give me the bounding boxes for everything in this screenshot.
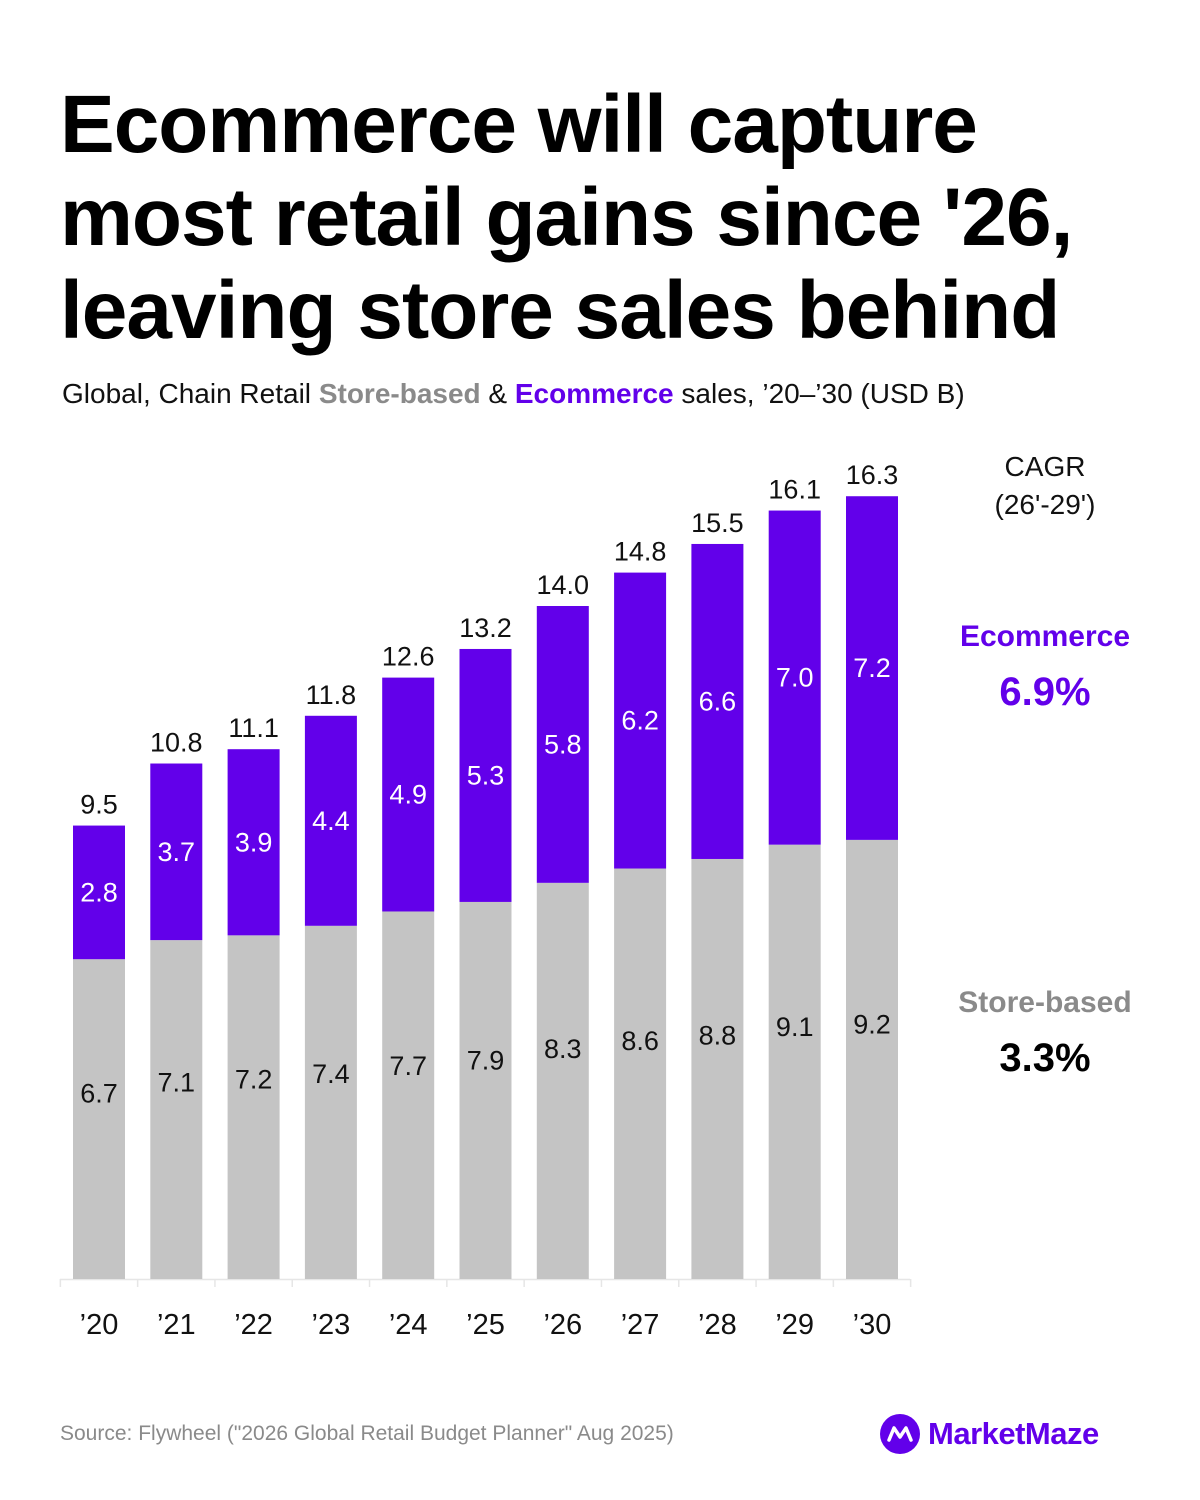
bar-ecommerce <box>614 572 667 869</box>
bar-ecommerce <box>382 677 435 912</box>
bar-store <box>304 925 357 1279</box>
data-label-total: 11.1 <box>228 713 279 743</box>
data-label-store: 9.2 <box>853 1009 891 1039</box>
bar-store <box>382 911 435 1279</box>
bar-store <box>73 959 125 1279</box>
chart-subtitle: Global, Chain Retail Store-based & Ecomm… <box>62 378 965 410</box>
bar-store <box>768 844 821 1279</box>
bar-store <box>150 940 203 1279</box>
bar-ecommerce <box>768 510 821 845</box>
stacked-bar-chart: 6.7 2.8 9.5 ’20 7.1 3.7 10.8 ’21 7.2 3.9 11.1 ’22 7.… <box>59 460 912 1341</box>
cagr-heading-line2: (26'-29') <box>994 489 1096 520</box>
cagr-store-value: 3.3% <box>999 1036 1091 1080</box>
data-label-store: 9.1 <box>776 1012 814 1042</box>
data-label-ecommerce: 6.6 <box>699 686 737 716</box>
bar-ecommerce <box>304 715 357 926</box>
subtitle-suffix: sales, ’20–’30 (USD B) <box>673 378 965 409</box>
brand-name: MarketMaze <box>928 1416 1099 1451</box>
cagr-heading: CAGR (26'-29') <box>960 448 1130 524</box>
x-tick-label: ’24 <box>389 1309 428 1341</box>
bar-ecommerce <box>691 543 744 859</box>
data-label-total: 15.5 <box>691 508 744 538</box>
data-label-total: 10.8 <box>150 728 203 758</box>
bar-ecommerce <box>536 606 589 883</box>
data-label-store: 7.1 <box>158 1067 196 1097</box>
data-label-total: 13.2 <box>459 613 512 643</box>
brand-mark-icon <box>880 1414 920 1454</box>
data-label-ecommerce: 3.7 <box>158 837 196 867</box>
data-label-ecommerce: 4.9 <box>389 780 427 810</box>
bar-store <box>614 868 667 1279</box>
data-label-ecommerce: 3.9 <box>235 827 273 857</box>
data-label-total: 16.3 <box>846 460 899 490</box>
x-tick-label: ’21 <box>157 1309 196 1341</box>
bar-ecommerce <box>73 825 125 960</box>
cagr-ecommerce-value: 6.9% <box>999 670 1091 714</box>
data-label-store: 7.7 <box>389 1051 427 1081</box>
data-label-store: 7.4 <box>312 1059 350 1089</box>
bar-store <box>459 901 512 1279</box>
cagr-ecommerce-label: Ecommerce <box>959 620 1131 653</box>
brand-logo: MarketMaze <box>880 1412 1099 1456</box>
subtitle-ampersand: & <box>480 378 515 409</box>
x-tick-label: ’22 <box>234 1309 273 1341</box>
subtitle-store-label: Store-based <box>318 378 481 409</box>
data-label-store: 8.6 <box>621 1026 659 1056</box>
data-label-total: 11.8 <box>306 680 357 710</box>
page-title: Ecommerce will capture most retail gains… <box>60 79 1073 356</box>
x-tick-label: ’29 <box>775 1309 814 1341</box>
bar-ecommerce <box>150 763 203 941</box>
cagr-heading-line1: CAGR <box>1004 451 1086 482</box>
data-label-total: 9.5 <box>80 790 118 820</box>
data-label-total: 14.0 <box>537 570 590 600</box>
data-label-store: 8.3 <box>544 1034 582 1064</box>
bar-store <box>227 935 280 1279</box>
bar-store <box>536 882 589 1279</box>
x-tick-label: ’28 <box>698 1309 737 1341</box>
x-tick-label: ’27 <box>621 1309 660 1341</box>
data-label-ecommerce: 5.3 <box>467 760 505 790</box>
data-label-ecommerce: 6.2 <box>621 706 659 736</box>
data-label-store: 8.8 <box>699 1020 737 1050</box>
data-label-store: 7.9 <box>467 1045 505 1075</box>
data-label-ecommerce: 5.8 <box>544 729 582 759</box>
source-note: Source: Flywheel ("2026 Global Retail Bu… <box>60 1422 674 1445</box>
data-label-ecommerce: 2.8 <box>80 877 118 907</box>
data-label-ecommerce: 7.2 <box>853 653 891 683</box>
data-label-total: 12.6 <box>382 642 435 672</box>
data-label-store: 7.2 <box>235 1065 273 1095</box>
subtitle-ecommerce-label: Ecommerce <box>514 378 674 409</box>
x-tick-label: ’20 <box>80 1309 119 1341</box>
bar-store <box>691 858 744 1279</box>
bar-store <box>846 839 898 1279</box>
x-tick-label: ’30 <box>853 1309 892 1341</box>
bar-ecommerce <box>846 496 898 840</box>
x-tick-label: ’26 <box>543 1309 582 1341</box>
subtitle-prefix: Global, Chain Retail <box>62 378 319 409</box>
data-label-ecommerce: 7.0 <box>776 663 814 693</box>
data-label-store: 6.7 <box>80 1079 118 1109</box>
data-label-total: 14.8 <box>614 537 667 567</box>
x-tick-label: ’23 <box>312 1309 351 1341</box>
x-tick-label: ’25 <box>466 1309 505 1341</box>
bar-ecommerce <box>459 648 512 902</box>
bar-ecommerce <box>227 749 280 936</box>
data-label-ecommerce: 4.4 <box>312 806 350 836</box>
cagr-store-label: Store-based <box>958 986 1132 1019</box>
data-label-total: 16.1 <box>768 475 821 505</box>
